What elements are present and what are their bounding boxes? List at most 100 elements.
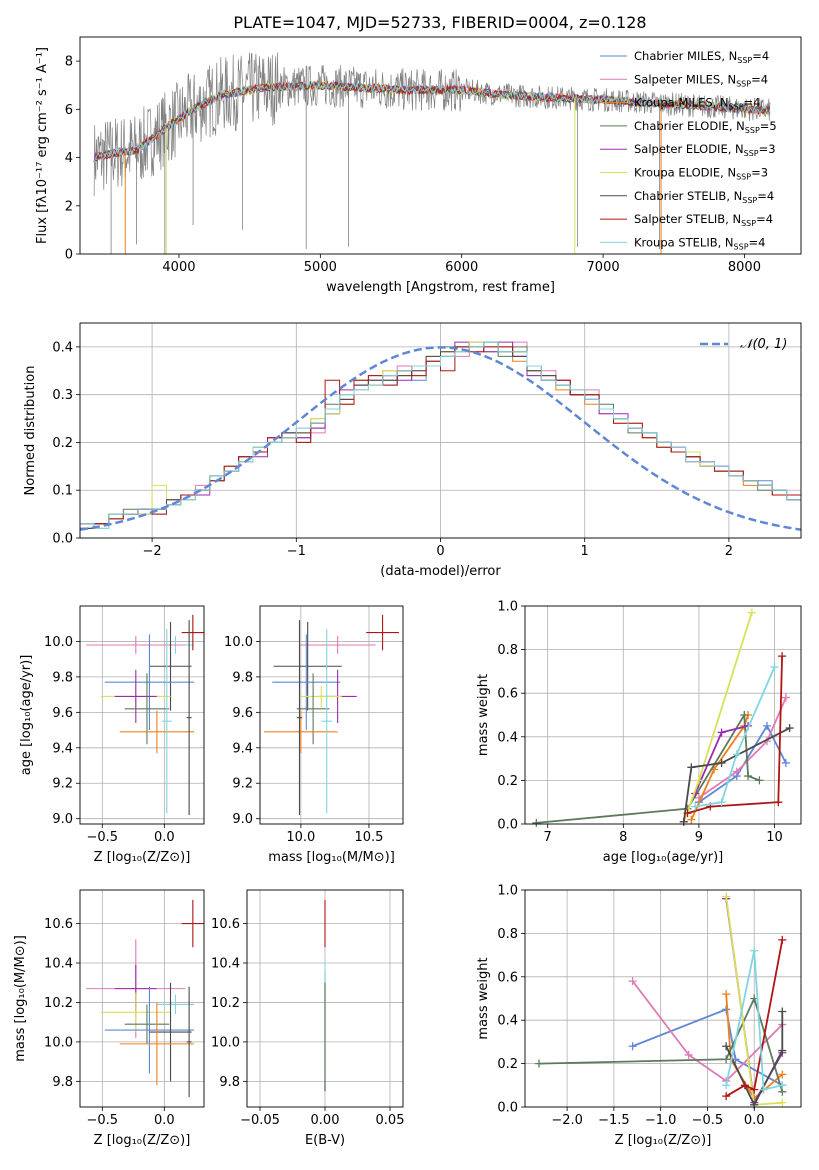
y-tick-label: 9.0 <box>52 812 73 827</box>
y-tick-label: 0.4 <box>497 1014 518 1029</box>
errorbar-point <box>321 629 333 814</box>
y-tick-label: 10.0 <box>44 1035 73 1050</box>
y-tick-label: 4 <box>65 151 73 166</box>
weight-line-chabrier_miles <box>698 724 787 803</box>
y-tick-label: 9.2 <box>52 777 73 792</box>
model-kroupa_stelib <box>93 80 771 162</box>
weight-marker <box>781 758 790 767</box>
axis-ticks: 4000 5000 6000 7000 8000 0 2 4 6 8 <box>65 55 761 275</box>
y-tick-label: 0.4 <box>52 340 73 355</box>
y-tick-label: 0.4 <box>497 730 518 745</box>
legend-sub: SSP <box>729 103 744 112</box>
legend-label-chabrier_elodie: Chabrier ELODIE, NSSP=5 <box>634 119 777 135</box>
x-tick-label: 7 <box>544 830 552 845</box>
errorbar-point <box>296 620 303 816</box>
age-vs-z-panel: −0.5 0.0 9.0 9.2 9.4 9.6 9.8 10.0 Z [log₁₀(Z/Z⊙)… <box>19 605 205 865</box>
weight-marker <box>778 1081 787 1090</box>
legend-label-kroupa_stelib: Kroupa STELIB, NSSP=4 <box>634 235 765 251</box>
legend-label-salpeter_miles: Salpeter MILES, NSSP=4 <box>634 72 768 88</box>
weight-marker <box>755 776 764 785</box>
weight-marker <box>694 776 703 785</box>
weight-vs-z-panel: −2.0 −1.5 −1.0 −0.5 0.0 0.0 0.2 0.4 0.6 0.8 1.0 Z [… <box>476 884 802 1148</box>
legend-prefix: Kroupa MILES, N <box>634 96 729 110</box>
plot-area <box>264 614 399 816</box>
errorbar-point <box>156 994 195 1015</box>
weight-line-chabrier_miles <box>632 1008 783 1087</box>
y-tick-label: 10.2 <box>211 996 240 1011</box>
legend-sub: SSP <box>745 126 760 135</box>
x-axis-label: Z [log₁₀(Z/Z⊙)] <box>94 1133 191 1148</box>
weight-marker <box>778 1070 787 1079</box>
errorbar-point <box>149 621 192 711</box>
errorbar-point <box>181 614 204 651</box>
x-tick-label: −0.05 <box>240 1113 280 1128</box>
normal-curve <box>79 346 802 531</box>
x-tick-label: −0.5 <box>87 830 119 845</box>
weight-line-kroupa_stelib <box>725 950 783 1091</box>
y-tick-label: 10.4 <box>211 956 240 971</box>
y-tick-label: 10.6 <box>44 917 73 932</box>
axis-ticks: 10.0 10.5 9.0 9.2 9.4 9.6 9.8 10.0 <box>224 635 383 845</box>
axes-frame <box>259 605 404 825</box>
legend-suffix: =4 <box>756 212 773 226</box>
errorbar-point <box>300 685 342 708</box>
x-tick-label: 5000 <box>304 260 337 275</box>
x-axis-label: Z [log₁₀(Z/Z⊙)] <box>615 1133 712 1148</box>
y-tick-label: 0 <box>65 248 73 263</box>
y-tick-label: 0.2 <box>497 1057 518 1072</box>
errorbar-point <box>161 629 172 814</box>
legend: Chabrier MILES, N SSP =4 Salpeter MILES, NS… <box>600 49 777 251</box>
errorbar-point <box>124 1004 170 1044</box>
legend-prefix: Kroupa STELIB, N <box>634 235 734 249</box>
weight-line-kroupa_miles <box>690 714 749 820</box>
weight-marker <box>722 990 731 999</box>
x-tick-label: −0.5 <box>87 1113 119 1128</box>
legend-label-salpeter_elodie: Salpeter ELODIE, NSSP=3 <box>634 142 776 158</box>
errorbar-point <box>119 710 195 754</box>
weight-marker <box>778 1046 787 1055</box>
x-tick-label: 1 <box>581 544 589 559</box>
y-tick-label: 9.8 <box>232 670 253 685</box>
weight-line-chabrier_stelib <box>725 1011 784 1107</box>
y-tick-label: 0.8 <box>497 927 518 942</box>
weight-marker <box>679 817 688 826</box>
plot-area <box>535 892 787 1109</box>
y-tick-label: 9.2 <box>232 777 253 792</box>
y-tick-label: 0.3 <box>52 388 73 403</box>
y-axis-label: Flux [fλ10⁻¹⁷ erg cm⁻² s⁻¹ A⁻¹] <box>35 47 50 244</box>
axis-ticks: −0.5 0.0 9.0 9.2 9.4 9.6 9.8 10.0 <box>44 635 175 845</box>
x-axis-label: wavelength [Angstrom, rest frame] <box>326 280 555 295</box>
legend-suffix: =4 <box>757 189 774 203</box>
weight-marker <box>740 711 749 719</box>
errorbar-point <box>273 621 342 711</box>
weight-marker <box>770 663 779 672</box>
weight-vs-age-panel: 7 8 9 10 0.0 0.2 0.4 0.6 0.8 1.0 age [log₁₀(age/yr… <box>476 600 802 865</box>
y-tick-label: 0.1 <box>52 484 73 499</box>
x-tick-label: 0.05 <box>376 1113 405 1128</box>
axes-frame <box>524 605 802 825</box>
plot-area <box>86 899 204 1098</box>
x-tick-label: −0.5 <box>692 1113 724 1128</box>
legend-sub: SSP <box>734 242 749 251</box>
axis-ticks: 7 8 9 10 0.0 0.2 0.4 0.6 0.8 1.0 <box>497 600 782 846</box>
x-axis-label: (data-model)/error <box>380 564 501 579</box>
x-tick-label: 0.0 <box>744 1113 765 1128</box>
weight-marker <box>722 1081 731 1090</box>
weight-marker <box>535 1059 544 1068</box>
x-tick-label: −1 <box>287 544 306 559</box>
legend-prefix: Chabrier ELODIE, N <box>634 119 745 133</box>
x-tick-label: 8000 <box>728 260 761 275</box>
y-tick-label: 10.0 <box>224 635 253 650</box>
weight-marker <box>732 750 741 759</box>
y-tick-label: 0.8 <box>497 643 518 658</box>
x-axis-label: Z [log₁₀(Z/Z⊙)] <box>94 850 191 865</box>
x-tick-label: 0.0 <box>154 830 175 845</box>
y-tick-label: 10.4 <box>44 956 73 971</box>
y-tick-label: 0.2 <box>497 774 518 789</box>
x-tick-label: 10 <box>766 830 783 845</box>
weight-line-salpeter_stelib <box>725 939 784 1097</box>
errorbar-point <box>366 614 399 651</box>
x-tick-label: 8 <box>619 830 627 845</box>
weight-marker <box>691 802 700 811</box>
legend-prefix: Chabrier MILES, N <box>634 49 737 63</box>
